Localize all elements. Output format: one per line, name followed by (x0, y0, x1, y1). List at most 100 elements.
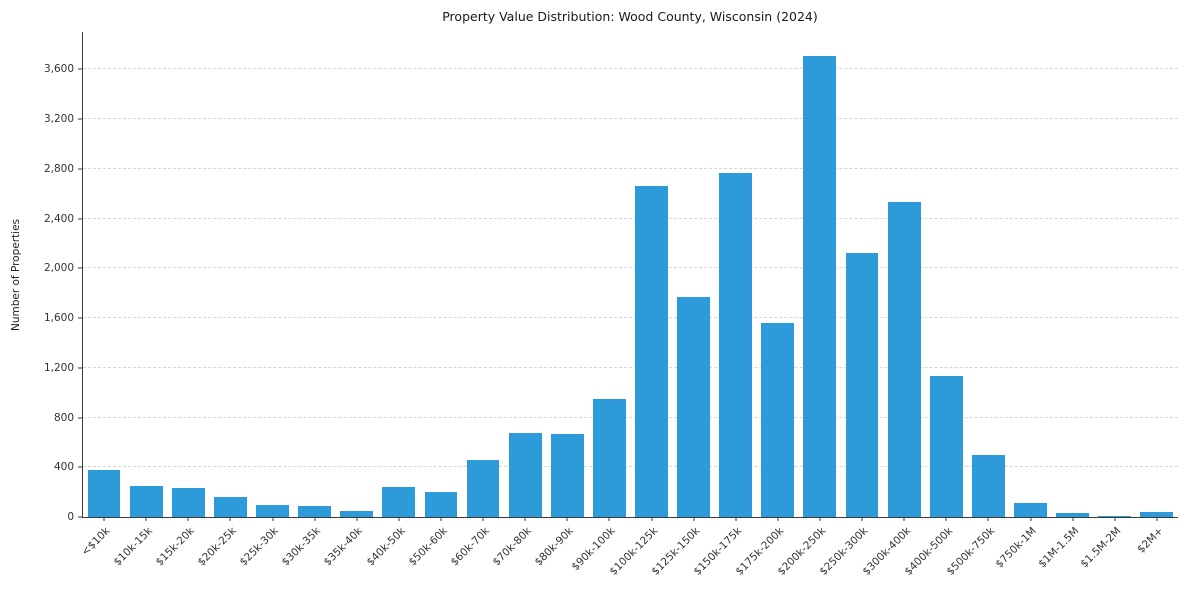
bar (171, 487, 205, 517)
gridline (83, 416, 1178, 418)
bar-slot (630, 32, 672, 517)
bar (340, 511, 374, 517)
bar (929, 376, 963, 517)
gridline (83, 118, 1178, 120)
bar-slot (1009, 32, 1051, 517)
bar (1014, 503, 1047, 517)
bar-slot (673, 32, 715, 517)
y-tick-mark (78, 317, 83, 319)
y-tick-label: 800 (53, 411, 74, 424)
bar (213, 497, 247, 517)
y-tick-mark (78, 466, 83, 468)
x-tick-mark (314, 517, 316, 521)
y-tick-label: 2,400 (43, 212, 74, 225)
x-tick-label: $40k-50k (363, 525, 408, 569)
bars-container (83, 32, 1178, 517)
x-tick-label: $15k-20k (153, 525, 197, 569)
x-tick-mark (651, 517, 653, 521)
bar-slot (504, 32, 546, 517)
gridline (83, 217, 1178, 219)
y-tick-label: 3,200 (43, 113, 74, 126)
bar (550, 434, 584, 517)
y-tick-labels: 0 400 800 1,200 1,600 2,000 2,400 2,800 3,200 3,6… (44, 32, 1178, 523)
bar-slot (420, 32, 462, 517)
y-axis-label: Number of Properties (10, 218, 22, 332)
bar (508, 433, 542, 517)
bar-slot (757, 32, 799, 517)
y-tick-mark (78, 417, 83, 419)
bar (298, 505, 332, 517)
x-tick-mark (566, 517, 568, 521)
x-tick-label: $80k-90k (532, 525, 576, 569)
x-tick-label: $1.5M-2M (1078, 525, 1124, 571)
bar (1056, 512, 1089, 517)
y-tick-label: 1,600 (43, 312, 74, 325)
x-tick-label: $10k-15k (111, 525, 155, 569)
x-tick-mark (524, 517, 526, 521)
x-tick-label: $60k-70k (448, 525, 492, 569)
bar (87, 469, 121, 517)
bar-slot (1094, 32, 1136, 517)
plot-area: 0 400 800 1,200 1,600 2,000 2,400 2,800 3,200 3,6… (44, 32, 1178, 578)
x-tick-label: $35k-40k (321, 525, 366, 569)
gridline (83, 167, 1178, 169)
y-tick-label: 2,000 (43, 262, 74, 275)
gridline (83, 68, 1178, 70)
x-tick-mark (987, 517, 989, 521)
bar-slot (462, 32, 504, 517)
bar-slot (125, 32, 167, 517)
x-tick-mark (145, 517, 147, 521)
bar-slot (1052, 32, 1094, 517)
bar-slot (83, 32, 125, 517)
x-tick-label: $1M-1.5M (1035, 525, 1082, 571)
x-tick-labels: <$10k $10k-15k $15k-20k $20k-25k $25k-30k $30… (79, 32, 1178, 578)
x-tick-label: $70k-80k (490, 525, 534, 569)
x-tick-label: $750k-1M (993, 525, 1040, 571)
bar (424, 492, 458, 517)
bar-slot (546, 32, 588, 517)
bar-slot (251, 32, 293, 517)
y-tick-mark (78, 516, 83, 518)
x-tick-mark (1156, 517, 1158, 521)
bar-slot (336, 32, 378, 517)
bar-slot (967, 32, 1009, 517)
x-tick-label: $50k-60k (406, 525, 450, 569)
gridlines (83, 32, 1178, 517)
y-tick-label: 1,200 (43, 361, 74, 374)
bar-slot (294, 32, 336, 517)
bar-slot (1136, 32, 1178, 517)
bar (719, 172, 753, 517)
x-tick-mark (229, 517, 231, 521)
x-tick-mark (735, 517, 737, 521)
bar (887, 202, 921, 517)
bar-slot (378, 32, 420, 517)
bar-slot (167, 32, 209, 517)
bar-slot (715, 32, 757, 517)
bar (635, 186, 668, 517)
x-tick-mark (777, 517, 779, 521)
y-tick-mark (78, 267, 83, 269)
gridline (83, 366, 1178, 368)
y-tick-mark (78, 68, 83, 70)
x-tick-mark (398, 517, 400, 521)
x-tick-mark (1030, 517, 1032, 521)
bar (466, 459, 500, 517)
bar (971, 454, 1005, 517)
bar (256, 504, 289, 517)
bar (677, 296, 710, 517)
x-tick-mark (945, 517, 947, 521)
bar-slot (799, 32, 841, 517)
x-tick-mark (440, 517, 442, 521)
bar-slot (883, 32, 925, 517)
x-tick-label: $30k-35k (279, 525, 324, 569)
x-tick-mark (482, 517, 484, 521)
x-tick-mark (187, 517, 189, 521)
x-tick-mark (356, 517, 358, 521)
y-tick-label: 2,800 (43, 162, 74, 175)
x-tick-mark (819, 517, 821, 521)
bar (761, 323, 795, 517)
y-tick-mark (78, 168, 83, 170)
y-tick-label: 400 (53, 461, 74, 474)
bar-slot (209, 32, 251, 517)
